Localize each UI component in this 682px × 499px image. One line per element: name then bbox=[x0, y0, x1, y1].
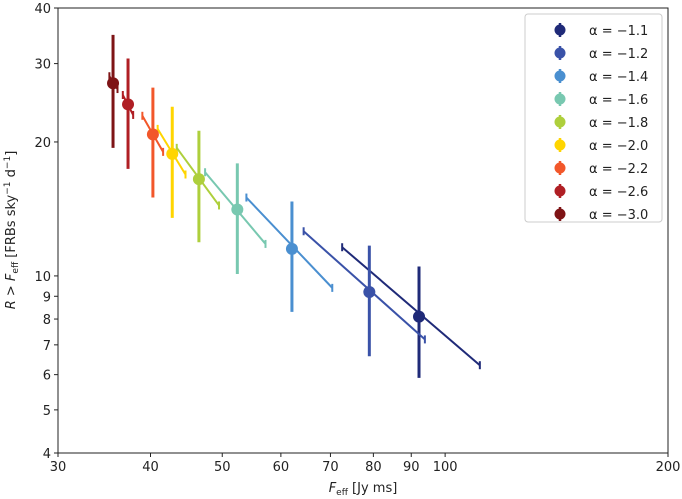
legend-label: α = −2.6 bbox=[589, 185, 648, 200]
x-tick-label: 70 bbox=[322, 460, 339, 475]
y-tick-label: 6 bbox=[43, 369, 51, 384]
legend-marker bbox=[554, 162, 566, 174]
x-tick-label: 100 bbox=[433, 460, 458, 475]
y-axis: 4 5 6 7 8 9 10 20 30 40 bbox=[34, 2, 58, 462]
legend-marker bbox=[554, 24, 566, 36]
x-tick-label: 40 bbox=[142, 460, 159, 475]
data-point bbox=[122, 98, 135, 111]
data-point bbox=[285, 242, 298, 255]
plot-frame bbox=[57, 7, 669, 454]
legend-label: α = −3.0 bbox=[589, 208, 648, 223]
x-errorbar bbox=[341, 246, 481, 366]
y-tick-label: 8 bbox=[43, 313, 51, 328]
legend-label: α = −1.4 bbox=[589, 70, 648, 85]
legend-marker bbox=[554, 70, 566, 82]
legend-marker bbox=[554, 185, 566, 197]
y-tick-label: 9 bbox=[43, 290, 51, 305]
x-errorbar bbox=[302, 230, 426, 341]
y-tick-label: 4 bbox=[43, 447, 51, 462]
x-tick-label: 80 bbox=[365, 460, 382, 475]
data-point bbox=[166, 147, 179, 160]
x-tick-label: 60 bbox=[273, 460, 290, 475]
y-axis-label: R > Feff [FRBs sky−1 d−1] bbox=[3, 151, 21, 310]
x-tick-label: 200 bbox=[656, 460, 681, 475]
legend-label: α = −1.6 bbox=[589, 93, 648, 108]
y-tick-label: 40 bbox=[34, 2, 51, 17]
legend-label: α = −1.1 bbox=[589, 24, 648, 39]
legend-label: α = −1.8 bbox=[589, 116, 648, 131]
data-point bbox=[107, 77, 120, 90]
data-marks bbox=[107, 34, 481, 378]
y-tick-label: 30 bbox=[34, 58, 51, 73]
y-tick-label: 20 bbox=[34, 136, 51, 151]
x-axis: 30 40 50 60 70 80 90 100 200 bbox=[50, 453, 681, 475]
y-tick-label: 10 bbox=[34, 270, 51, 285]
legend-label: α = −2.0 bbox=[589, 139, 648, 154]
legend-marker bbox=[554, 208, 566, 220]
legend-label: α = −2.2 bbox=[589, 162, 648, 177]
x-tick-label: 30 bbox=[50, 460, 67, 475]
data-point bbox=[413, 310, 426, 323]
legend-marker bbox=[554, 93, 566, 105]
x-tick-label: 50 bbox=[214, 460, 231, 475]
x-errorbar bbox=[245, 196, 333, 289]
legend-marker bbox=[554, 139, 566, 151]
x-tick-label: 90 bbox=[403, 460, 420, 475]
data-point bbox=[146, 128, 159, 141]
data-point bbox=[192, 173, 205, 186]
data-point bbox=[363, 286, 376, 299]
legend-label: α = −1.2 bbox=[589, 47, 648, 62]
y-tick-label: 5 bbox=[43, 404, 51, 419]
y-tick-label: 7 bbox=[43, 339, 51, 354]
legend-marker bbox=[554, 47, 566, 59]
legend: α = −1.1 α = −1.2 α = −1.4 α = −1.6 α = −1.8… bbox=[524, 13, 663, 223]
x-axis-label: Feff [Jy ms] bbox=[329, 481, 398, 498]
legend-marker bbox=[554, 116, 566, 128]
data-point bbox=[231, 203, 244, 216]
